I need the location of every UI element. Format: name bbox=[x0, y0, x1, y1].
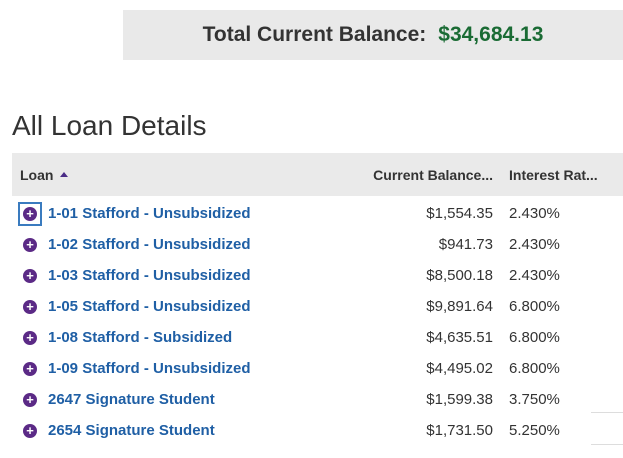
interest-rate-cell: 6.800% bbox=[509, 329, 560, 346]
expand-row-icon[interactable]: + bbox=[20, 297, 40, 317]
expand-row-icon[interactable]: + bbox=[20, 328, 40, 348]
expand-row-icon[interactable]: + bbox=[20, 359, 40, 379]
loan-cell: +1-03 Stafford - Unsubsidized bbox=[12, 266, 328, 286]
current-balance-cell: $8,500.18 bbox=[426, 267, 493, 284]
loan-table: Loan Current Balance... Interest Rat... … bbox=[12, 153, 623, 446]
column-header-loan-label: Loan bbox=[20, 166, 54, 183]
expand-row-icon[interactable]: + bbox=[20, 390, 40, 410]
table-row: +1-09 Stafford - Unsubsidized $4,495.02 6.… bbox=[12, 353, 623, 384]
loan-cell: +2654 Signature Student bbox=[12, 421, 328, 441]
plus-circle-icon: + bbox=[23, 299, 37, 314]
total-balance-label: Total Current Balance: bbox=[202, 23, 427, 46]
table-row: +2647 Signature Student $1,599.38 3.750% bbox=[12, 384, 623, 415]
interest-rate-cell: 6.800% bbox=[509, 298, 560, 315]
loan-name-link[interactable]: 1-01 Stafford - Unsubsidized bbox=[48, 205, 251, 222]
loan-cell: +1-02 Stafford - Unsubsidized bbox=[12, 235, 328, 255]
loan-cell: +1-08 Stafford - Subsidized bbox=[12, 328, 328, 348]
expand-row-icon[interactable]: + bbox=[20, 266, 40, 286]
interest-rate-cell: 2.430% bbox=[509, 267, 560, 284]
table-header: Loan Current Balance... Interest Rat... bbox=[12, 153, 623, 196]
plus-circle-icon: + bbox=[23, 361, 37, 376]
current-balance-cell: $4,495.02 bbox=[426, 360, 493, 377]
current-balance-cell: $1,599.38 bbox=[426, 391, 493, 408]
section-title: All Loan Details bbox=[12, 110, 207, 141]
current-balance-cell: $1,554.35 bbox=[426, 205, 493, 222]
expand-row-icon[interactable]: + bbox=[20, 235, 40, 255]
interest-rate-cell: 2.430% bbox=[509, 205, 560, 222]
table-body: +1-01 Stafford - Unsubsidized $1,554.35 2.… bbox=[12, 198, 623, 446]
table-row: +1-02 Stafford - Unsubsidized $941.73 2.43… bbox=[12, 229, 623, 260]
expand-row-icon[interactable]: + bbox=[18, 201, 42, 226]
column-header-rate[interactable]: Interest Rat... bbox=[509, 166, 598, 183]
interest-rate-cell: 6.800% bbox=[509, 360, 560, 377]
table-row: +1-01 Stafford - Unsubsidized $1,554.35 2.… bbox=[12, 198, 623, 229]
table-row: +2654 Signature Student $1,731.50 5.250% bbox=[12, 415, 623, 446]
current-balance-cell: $4,635.51 bbox=[426, 329, 493, 346]
table-row: +1-03 Stafford - Unsubsidized $8,500.18 2.… bbox=[12, 260, 623, 291]
plus-circle-icon: + bbox=[23, 392, 37, 407]
table-row: +1-05 Stafford - Unsubsidized $9,891.64 6.… bbox=[12, 291, 623, 322]
divider bbox=[591, 444, 623, 445]
current-balance-cell: $9,891.64 bbox=[426, 298, 493, 315]
current-balance-cell: $1,731.50 bbox=[426, 422, 493, 439]
column-header-balance[interactable]: Current Balance... bbox=[373, 166, 493, 183]
loan-name-link[interactable]: 1-09 Stafford - Unsubsidized bbox=[48, 360, 251, 377]
column-header-loan[interactable]: Loan bbox=[12, 167, 328, 183]
table-row: +1-08 Stafford - Subsidized $4,635.51 6.80… bbox=[12, 322, 623, 353]
loan-cell: +2647 Signature Student bbox=[12, 390, 328, 410]
divider bbox=[591, 412, 623, 413]
total-balance-value: $34,684.13 bbox=[438, 23, 544, 46]
current-balance-cell: $941.73 bbox=[438, 236, 493, 253]
loan-name-link[interactable]: 1-03 Stafford - Unsubsidized bbox=[48, 267, 251, 284]
sort-ascending-icon[interactable] bbox=[60, 172, 69, 177]
interest-rate-cell: 2.430% bbox=[509, 236, 560, 253]
loan-name-link[interactable]: 1-02 Stafford - Unsubsidized bbox=[48, 236, 251, 253]
loan-name-link[interactable]: 2654 Signature Student bbox=[48, 422, 215, 439]
interest-rate-cell: 3.750% bbox=[509, 391, 560, 408]
interest-rate-cell: 5.250% bbox=[509, 422, 560, 439]
plus-circle-icon: + bbox=[23, 423, 37, 438]
plus-circle-icon: + bbox=[23, 330, 37, 345]
loan-cell: +1-05 Stafford - Unsubsidized bbox=[12, 297, 328, 317]
loan-name-link[interactable]: 1-08 Stafford - Subsidized bbox=[48, 329, 233, 346]
loan-name-link[interactable]: 2647 Signature Student bbox=[48, 391, 215, 408]
plus-circle-icon: + bbox=[23, 206, 37, 221]
expand-row-icon[interactable]: + bbox=[20, 421, 40, 441]
loan-cell: +1-01 Stafford - Unsubsidized bbox=[12, 201, 328, 226]
loan-cell: +1-09 Stafford - Unsubsidized bbox=[12, 359, 328, 379]
total-balance-banner: Total Current Balance: $34,684.13 bbox=[123, 10, 623, 60]
loan-name-link[interactable]: 1-05 Stafford - Unsubsidized bbox=[48, 298, 251, 315]
plus-circle-icon: + bbox=[23, 268, 37, 283]
plus-circle-icon: + bbox=[23, 237, 37, 252]
